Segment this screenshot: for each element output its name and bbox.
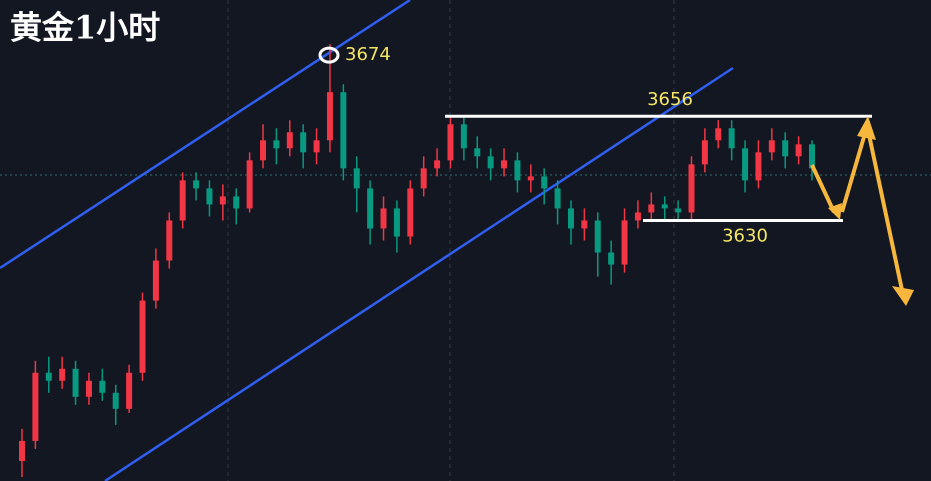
- candle-body: [728, 128, 735, 149]
- candle-body: [19, 440, 25, 461]
- candle-body: [313, 140, 320, 153]
- candle-body: [501, 160, 508, 169]
- candle-body: [795, 144, 802, 157]
- level-label: 3630: [722, 225, 768, 246]
- candle-body: [608, 252, 615, 265]
- channel-line: [104, 66, 734, 481]
- candle-body: [206, 188, 213, 205]
- candle-body: [72, 368, 79, 397]
- candle-body: [460, 124, 467, 149]
- candle-body: [166, 220, 173, 261]
- chart-title: 黄金1小时: [10, 9, 160, 47]
- candle-body: [434, 160, 441, 169]
- candle-body: [782, 140, 789, 157]
- candle-body: [367, 188, 374, 229]
- candle-body: [45, 372, 52, 381]
- candle-body: [260, 140, 267, 161]
- arrow: [866, 129, 904, 291]
- candle-body: [661, 204, 668, 209]
- arrow: [810, 164, 836, 213]
- candle-body: [152, 260, 159, 301]
- candle-body: [340, 92, 347, 169]
- arrow: [840, 129, 868, 213]
- candle-body: [246, 160, 253, 209]
- candle-body: [742, 148, 749, 181]
- candle-body: [541, 176, 548, 189]
- candle-body: [715, 128, 722, 141]
- forecast-arrows: [810, 129, 904, 291]
- candle-body: [514, 160, 521, 181]
- candle-body: [420, 168, 427, 189]
- candle-body: [179, 180, 186, 221]
- candle-body: [286, 132, 293, 149]
- candle-body: [380, 208, 387, 229]
- candle-body: [112, 392, 119, 409]
- candle-body: [273, 140, 280, 149]
- level-label: 3656: [647, 89, 693, 110]
- channel-line: [0, 0, 411, 270]
- candle-body: [99, 380, 106, 393]
- candle-body: [755, 152, 762, 181]
- candle-body: [768, 140, 775, 153]
- candles: [19, 44, 815, 477]
- candle-body: [581, 220, 588, 229]
- candle-body: [634, 212, 641, 221]
- candle-body: [594, 220, 601, 253]
- candle-body: [353, 168, 360, 189]
- level-label: 3674: [345, 44, 391, 65]
- arrow-head: [857, 116, 876, 140]
- level-marker: [318, 46, 340, 64]
- candle-body: [300, 132, 307, 153]
- candle-body: [126, 372, 133, 409]
- candle-body: [447, 124, 454, 161]
- candle-body: [193, 180, 200, 189]
- candle-body: [59, 368, 66, 381]
- candle-body: [474, 148, 481, 157]
- candle-body: [85, 380, 92, 397]
- candle-body: [487, 156, 494, 169]
- arrow-heads: [828, 116, 914, 306]
- candle-body: [233, 196, 240, 209]
- candle-body: [701, 140, 708, 165]
- candle-body: [139, 300, 146, 373]
- candle-body: [567, 208, 574, 229]
- arrow-head: [892, 286, 914, 306]
- candle-body: [326, 92, 333, 141]
- candle-body: [527, 176, 534, 181]
- candle-body: [32, 372, 39, 441]
- candle-body: [675, 208, 682, 213]
- candle-body: [648, 204, 655, 213]
- arrow-head: [828, 203, 842, 220]
- candle-body: [407, 188, 414, 237]
- candle-body: [688, 164, 695, 213]
- candle-body: [219, 196, 226, 205]
- levels: 3674 3656 3630: [318, 44, 872, 246]
- candle-body: [393, 208, 400, 237]
- candle-body: [554, 188, 561, 209]
- candle-body: [621, 220, 628, 265]
- candle-body: [809, 144, 815, 169]
